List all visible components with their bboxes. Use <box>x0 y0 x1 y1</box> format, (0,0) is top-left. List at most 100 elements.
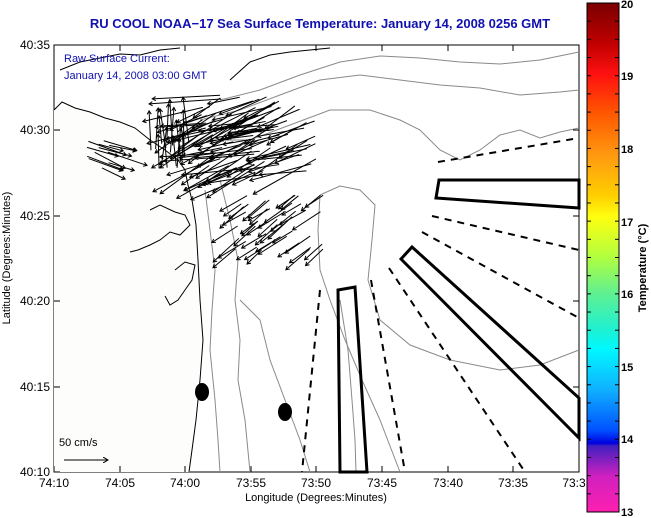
current-vector-head <box>271 239 277 244</box>
current-vector-head <box>304 203 310 208</box>
current-vector-head <box>188 173 194 179</box>
xtick-label: 74:05 <box>105 476 135 490</box>
current-vector-head <box>303 255 309 261</box>
current-vector-head <box>174 119 180 124</box>
current-vector <box>159 152 216 195</box>
current-vector <box>172 135 177 167</box>
current-vector <box>209 144 242 159</box>
current-vector <box>259 170 307 176</box>
current-vector <box>189 159 238 178</box>
current-vector-head <box>166 171 172 177</box>
current-vector <box>281 203 302 216</box>
colorbar-tick-label: 16 <box>621 289 633 301</box>
current-vector <box>147 127 206 145</box>
box-east <box>434 178 581 210</box>
current-vector <box>285 248 310 271</box>
current-vector-head <box>252 190 258 195</box>
current-vector-head <box>281 211 287 216</box>
dashed-lines <box>301 137 580 473</box>
current-vector <box>253 158 317 195</box>
current-vector <box>270 122 307 143</box>
current-vector-head <box>146 109 152 115</box>
current-vector <box>241 221 258 237</box>
current-vector <box>258 235 288 255</box>
current-vector <box>94 151 126 169</box>
current-vectors <box>86 94 324 271</box>
current-vector <box>279 209 306 226</box>
current-vector-head <box>255 247 260 253</box>
current-vector-head <box>240 244 246 249</box>
current-vector-head <box>300 206 306 212</box>
current-vector <box>224 116 265 141</box>
current-vector-head <box>254 241 260 246</box>
current-vector-head <box>288 258 294 264</box>
current-vector-head <box>158 107 163 113</box>
current-vector <box>257 120 288 132</box>
current-vector <box>157 134 160 169</box>
current-vector <box>222 211 247 226</box>
current-vector <box>261 148 307 159</box>
current-vector-head <box>228 125 234 131</box>
current-vector-head <box>243 140 249 145</box>
colorbar-tick-label: 20 <box>621 0 633 11</box>
current-vector-head <box>304 261 310 267</box>
colorbar-tick-label: 14 <box>621 434 634 446</box>
current-vector-head <box>246 260 252 265</box>
xtick-label: 73:55 <box>236 476 266 490</box>
current-vector <box>98 143 124 152</box>
current-vector <box>249 163 312 182</box>
current-vector-head <box>197 142 203 147</box>
current-vector <box>255 224 278 246</box>
current-vector-head <box>219 224 225 229</box>
current-vector-head <box>165 135 171 141</box>
current-vector-head <box>141 118 147 124</box>
current-vector <box>149 98 222 105</box>
current-vector-head <box>206 193 211 199</box>
current-vector <box>198 114 257 147</box>
current-vector-head <box>155 106 161 112</box>
current-vector <box>223 203 242 217</box>
current-vector <box>155 107 159 149</box>
current-vector <box>222 138 254 145</box>
annotation-line2: January 14, 2008 03:00 GMT <box>64 70 207 82</box>
current-vector <box>275 194 296 209</box>
colorbar <box>586 2 620 513</box>
current-vector <box>284 235 311 254</box>
box-southeast <box>398 244 581 442</box>
current-vector-head <box>227 129 233 135</box>
current-vector <box>101 167 126 180</box>
xtick-label: 73:45 <box>367 476 397 490</box>
current-vector <box>212 105 272 121</box>
current-vector <box>182 97 190 143</box>
xtick-label: 73:50 <box>301 476 331 490</box>
current-vector <box>232 124 276 129</box>
current-vector <box>181 120 214 136</box>
current-vector-head <box>179 123 184 129</box>
current-vector-head <box>233 241 238 247</box>
current-vector <box>183 165 229 192</box>
current-vector-head <box>257 232 263 238</box>
current-vector-head <box>130 167 136 172</box>
current-vector-head <box>284 249 290 254</box>
current-vector <box>242 200 266 222</box>
current-vector <box>292 211 321 231</box>
current-vector <box>234 139 267 156</box>
current-vector <box>181 168 246 176</box>
current-vector <box>86 146 119 157</box>
current-vector-head <box>158 160 164 166</box>
current-vector-head <box>206 180 212 186</box>
station-marker <box>195 383 209 401</box>
current-vector <box>177 128 181 157</box>
current-vector <box>152 94 221 100</box>
current-vector-head <box>121 175 127 180</box>
current-vector <box>257 218 278 237</box>
current-vector <box>257 127 305 137</box>
axis-ticks <box>53 44 580 473</box>
current-vector-head <box>217 254 223 259</box>
current-vector-head <box>275 204 281 209</box>
current-vector <box>219 117 248 130</box>
current-vector-head <box>197 128 203 134</box>
current-vector-head <box>278 221 284 226</box>
ytick-label: 40:10 <box>20 465 50 479</box>
current-vector-head <box>150 164 156 169</box>
